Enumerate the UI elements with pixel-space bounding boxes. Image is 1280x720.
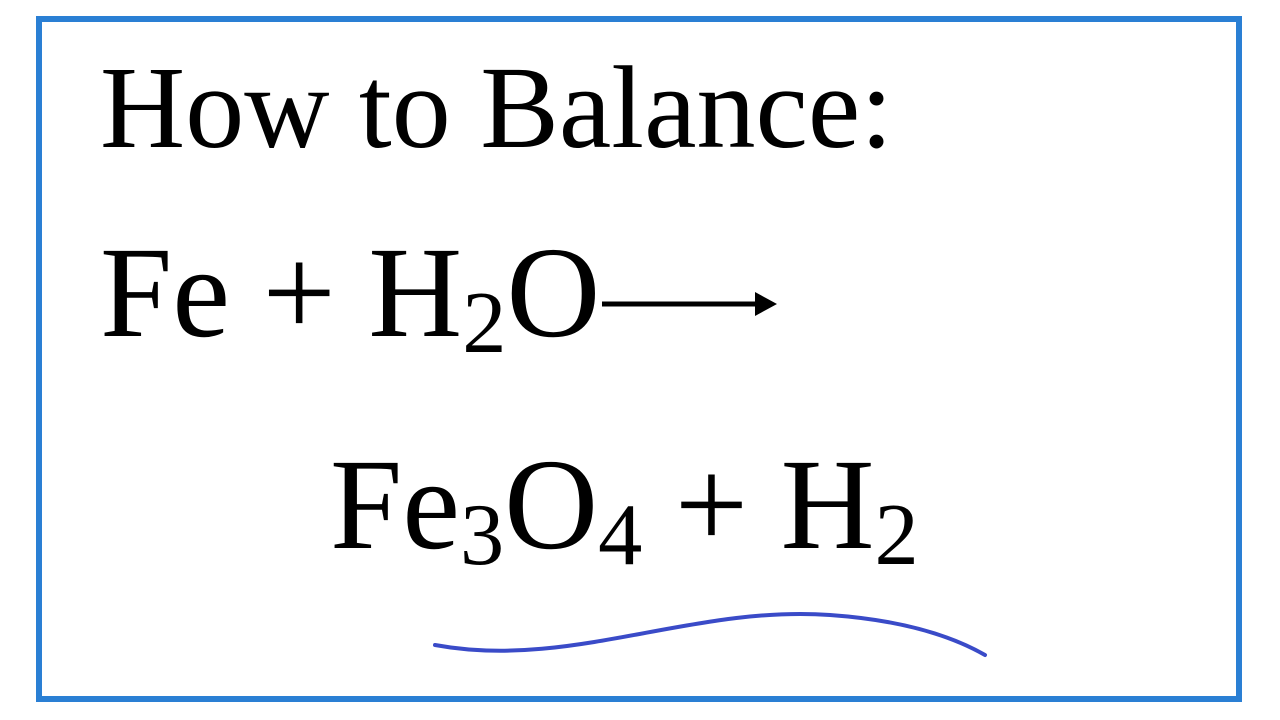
equation-products: Fe3O4 + H2 bbox=[330, 430, 919, 580]
element-symbol: H bbox=[368, 221, 462, 365]
reaction-arrow-icon bbox=[602, 271, 777, 336]
element-symbol: O bbox=[506, 221, 600, 365]
element-symbol: O bbox=[504, 433, 598, 577]
operator: + bbox=[230, 221, 368, 365]
hand-underline bbox=[430, 600, 990, 670]
subscript: 4 bbox=[598, 486, 642, 584]
element-symbol: H bbox=[781, 433, 875, 577]
subscript: 2 bbox=[462, 274, 506, 372]
operator: + bbox=[642, 433, 780, 577]
subscript: 2 bbox=[875, 486, 919, 584]
equation-reactants: Fe + H2O bbox=[100, 218, 777, 368]
element-symbol: Fe bbox=[100, 221, 230, 365]
title-text: How to Balance: bbox=[100, 40, 893, 176]
element-symbol: Fe bbox=[330, 433, 460, 577]
subscript: 3 bbox=[460, 486, 504, 584]
